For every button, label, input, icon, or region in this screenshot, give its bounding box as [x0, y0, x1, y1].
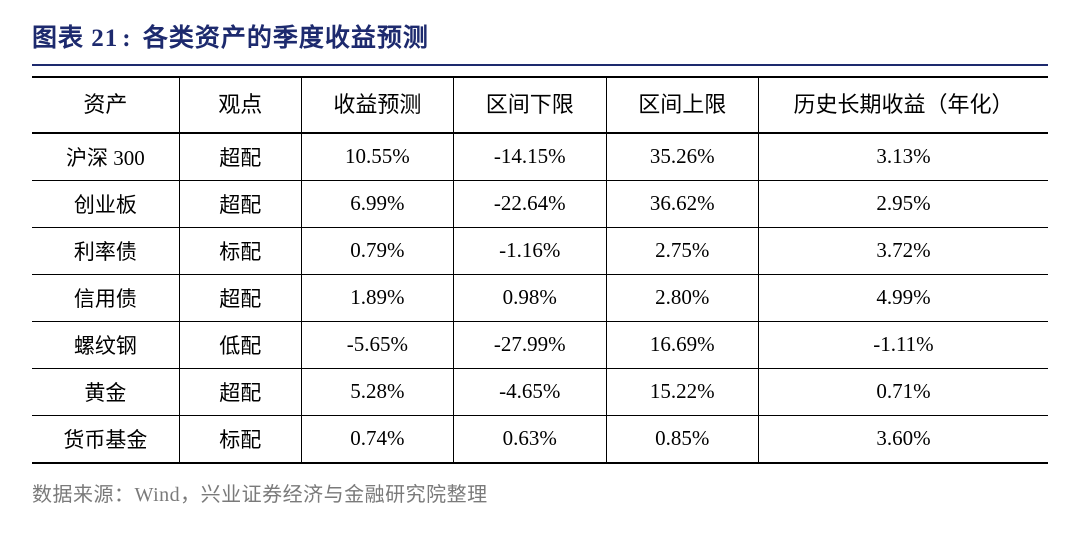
cell-lower: -22.64%	[454, 180, 606, 227]
cell-upper: 15.22%	[606, 368, 758, 415]
cell-upper: 35.26%	[606, 133, 758, 181]
cell-view: 标配	[179, 227, 301, 274]
table-header-row: 资产 观点 收益预测 区间下限 区间上限 历史长期收益（年化）	[32, 77, 1048, 133]
col-header-upper: 区间上限	[606, 77, 758, 133]
col-header-longterm: 历史长期收益（年化）	[758, 77, 1048, 133]
cell-asset: 沪深 300	[32, 133, 179, 181]
cell-upper: 16.69%	[606, 321, 758, 368]
cell-lower: 0.98%	[454, 274, 606, 321]
cell-asset: 螺纹钢	[32, 321, 179, 368]
cell-return: 6.99%	[301, 180, 453, 227]
cell-lower: -14.15%	[454, 133, 606, 181]
table-row: 信用债 超配 1.89% 0.98% 2.80% 4.99%	[32, 274, 1048, 321]
cell-view: 低配	[179, 321, 301, 368]
cell-view: 超配	[179, 180, 301, 227]
col-header-return: 收益预测	[301, 77, 453, 133]
cell-longterm: -1.11%	[758, 321, 1048, 368]
cell-upper: 2.75%	[606, 227, 758, 274]
cell-longterm: 3.60%	[758, 415, 1048, 463]
cell-upper: 36.62%	[606, 180, 758, 227]
cell-upper: 0.85%	[606, 415, 758, 463]
cell-return: 1.89%	[301, 274, 453, 321]
forecast-table: 资产 观点 收益预测 区间下限 区间上限 历史长期收益（年化） 沪深 300 超…	[32, 76, 1048, 464]
cell-asset: 信用债	[32, 274, 179, 321]
cell-view: 超配	[179, 274, 301, 321]
col-header-asset: 资产	[32, 77, 179, 133]
cell-lower: 0.63%	[454, 415, 606, 463]
cell-lower: -1.16%	[454, 227, 606, 274]
cell-lower: -4.65%	[454, 368, 606, 415]
cell-lower: -27.99%	[454, 321, 606, 368]
table-row: 沪深 300 超配 10.55% -14.15% 35.26% 3.13%	[32, 133, 1048, 181]
cell-return: 5.28%	[301, 368, 453, 415]
title-prefix: 图表 21	[32, 25, 118, 52]
cell-asset: 黄金	[32, 368, 179, 415]
cell-return: 0.79%	[301, 227, 453, 274]
table-row: 利率债 标配 0.79% -1.16% 2.75% 3.72%	[32, 227, 1048, 274]
figure-title: 图表 21: 各类资产的季度收益预测	[32, 18, 1048, 66]
cell-asset: 利率债	[32, 227, 179, 274]
cell-upper: 2.80%	[606, 274, 758, 321]
cell-longterm: 2.95%	[758, 180, 1048, 227]
cell-longterm: 4.99%	[758, 274, 1048, 321]
cell-longterm: 0.71%	[758, 368, 1048, 415]
col-header-view: 观点	[179, 77, 301, 133]
cell-return: -5.65%	[301, 321, 453, 368]
cell-view: 标配	[179, 415, 301, 463]
cell-longterm: 3.13%	[758, 133, 1048, 181]
cell-return: 0.74%	[301, 415, 453, 463]
cell-return: 10.55%	[301, 133, 453, 181]
table-row: 创业板 超配 6.99% -22.64% 36.62% 2.95%	[32, 180, 1048, 227]
cell-asset: 货币基金	[32, 415, 179, 463]
table-row: 螺纹钢 低配 -5.65% -27.99% 16.69% -1.11%	[32, 321, 1048, 368]
title-colon: :	[122, 25, 131, 52]
col-header-lower: 区间下限	[454, 77, 606, 133]
source-line: 数据来源：Wind，兴业证券经济与金融研究院整理	[32, 478, 1048, 507]
table-row: 黄金 超配 5.28% -4.65% 15.22% 0.71%	[32, 368, 1048, 415]
title-text: 各类资产的季度收益预测	[143, 25, 429, 52]
cell-view: 超配	[179, 133, 301, 181]
table-row: 货币基金 标配 0.74% 0.63% 0.85% 3.60%	[32, 415, 1048, 463]
cell-asset: 创业板	[32, 180, 179, 227]
cell-longterm: 3.72%	[758, 227, 1048, 274]
cell-view: 超配	[179, 368, 301, 415]
